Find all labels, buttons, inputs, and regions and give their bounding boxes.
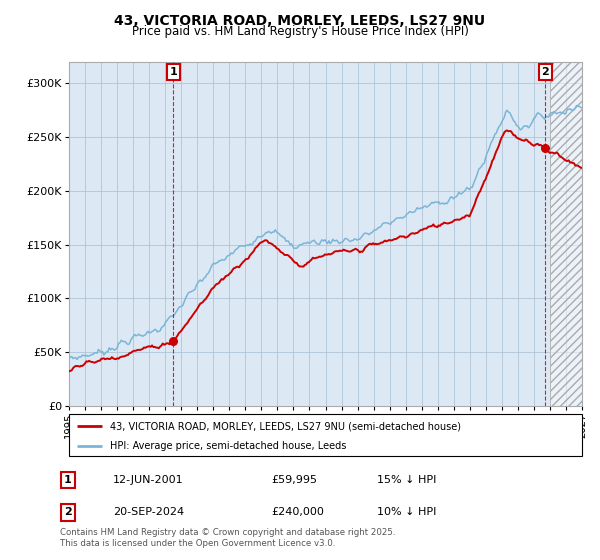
Text: £59,995: £59,995 <box>271 475 317 486</box>
Text: 2: 2 <box>542 67 550 77</box>
Text: HPI: Average price, semi-detached house, Leeds: HPI: Average price, semi-detached house,… <box>110 441 346 451</box>
Text: 1: 1 <box>169 67 177 77</box>
Text: 43, VICTORIA ROAD, MORLEY, LEEDS, LS27 9NU (semi-detached house): 43, VICTORIA ROAD, MORLEY, LEEDS, LS27 9… <box>110 421 461 431</box>
Text: 2: 2 <box>64 507 72 517</box>
Text: Contains HM Land Registry data © Crown copyright and database right 2025.
This d: Contains HM Land Registry data © Crown c… <box>60 528 395 548</box>
Text: 15% ↓ HPI: 15% ↓ HPI <box>377 475 436 486</box>
Text: Price paid vs. HM Land Registry's House Price Index (HPI): Price paid vs. HM Land Registry's House … <box>131 25 469 38</box>
Text: 12-JUN-2001: 12-JUN-2001 <box>113 475 184 486</box>
Text: 20-SEP-2024: 20-SEP-2024 <box>113 507 184 517</box>
Text: £240,000: £240,000 <box>271 507 324 517</box>
Bar <box>550 62 582 406</box>
Text: 10% ↓ HPI: 10% ↓ HPI <box>377 507 436 517</box>
Text: 1: 1 <box>64 475 72 486</box>
Text: 43, VICTORIA ROAD, MORLEY, LEEDS, LS27 9NU: 43, VICTORIA ROAD, MORLEY, LEEDS, LS27 9… <box>115 14 485 28</box>
Bar <box>550 62 582 406</box>
